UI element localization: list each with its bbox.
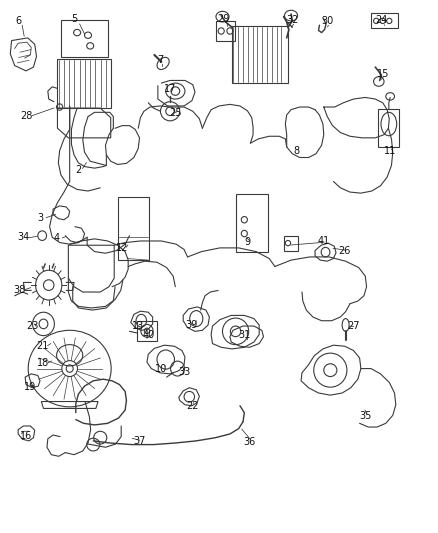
Text: 18: 18 [36,358,49,368]
Text: 38: 38 [13,285,25,295]
Text: 41: 41 [318,236,330,246]
Text: 2: 2 [75,165,81,175]
Bar [237,194,268,252]
Text: 7: 7 [157,55,163,65]
Text: 34: 34 [17,232,29,242]
Text: 30: 30 [321,16,333,26]
Text: 32: 32 [286,15,299,25]
Text: 39: 39 [186,320,198,330]
Text: 17: 17 [164,84,176,94]
Text: 31: 31 [238,329,251,340]
Bar [232,26,288,83]
Bar [61,20,108,56]
Text: 13: 13 [132,321,145,331]
Text: 6: 6 [15,16,21,26]
Text: 16: 16 [20,431,32,441]
Text: 40: 40 [142,329,154,340]
Text: 29: 29 [217,14,230,24]
Text: 21: 21 [36,341,49,351]
Bar [118,197,149,260]
Text: 22: 22 [187,401,199,411]
Text: 33: 33 [178,367,190,377]
Text: 37: 37 [133,436,146,446]
Text: 28: 28 [20,110,32,120]
Text: 19: 19 [24,382,36,392]
Bar [378,109,399,147]
Text: 25: 25 [169,108,182,118]
Text: 15: 15 [377,69,389,79]
Text: 3: 3 [38,213,44,223]
Text: 11: 11 [384,146,396,156]
Text: 26: 26 [339,246,351,255]
Bar [137,321,156,341]
Bar [285,236,298,251]
Bar [371,13,398,28]
Text: 12: 12 [116,244,128,253]
Text: 36: 36 [244,437,256,447]
Text: 8: 8 [293,146,300,156]
Text: 23: 23 [26,321,38,331]
Text: 5: 5 [71,14,77,25]
Text: 10: 10 [155,364,167,374]
Text: 27: 27 [347,321,360,331]
Bar [57,59,111,108]
Text: 24: 24 [375,15,388,25]
Bar [215,21,235,41]
Text: 35: 35 [359,411,371,422]
Text: 4: 4 [53,233,60,243]
Text: 9: 9 [244,237,251,247]
